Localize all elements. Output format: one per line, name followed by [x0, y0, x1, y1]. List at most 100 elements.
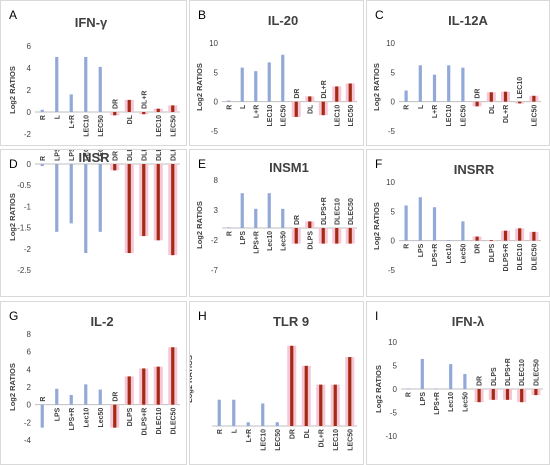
- bar-dlec50: [171, 347, 175, 405]
- chart-title: IFN-γ: [75, 15, 108, 30]
- y-tick-label: -5: [388, 266, 396, 275]
- bar-dr: [294, 228, 298, 244]
- panel-letter: E: [198, 157, 206, 171]
- bar-dlps-plusr: [142, 368, 146, 405]
- y-axis-label: Log2 RATIOS: [195, 201, 204, 249]
- chart-svg-i: I IFN-λ Log2 RATIOS 10 5 0 -5 -10 R LPS LPS+R Lec10…: [374, 309, 543, 441]
- chart-svg-b: B IL-20 Log2 RATIOS 10 5 0 -5 R L L+R LEC10 LEC50 DR…: [195, 8, 357, 136]
- y-tick-label: 6: [27, 42, 32, 51]
- bar-lps-plusr: [69, 164, 73, 224]
- bar-lec10: [261, 403, 265, 426]
- chart-title: IL-2: [90, 314, 113, 329]
- bar-dr: [475, 236, 479, 241]
- bar-dlec10: [156, 164, 160, 241]
- bar-dr: [113, 112, 117, 116]
- category-label: L: [54, 114, 61, 119]
- chart-title: IL-12A: [448, 13, 488, 28]
- chart-panel-h: H TLR 9 Log2 RATIOS R L L+R LEC10 LEC50 DR DL DL+R…: [189, 301, 364, 465]
- bar-lps-plusr: [434, 388, 439, 390]
- y-tick-label: 5: [214, 68, 219, 77]
- chart-svg-d: D INSR Log2 RATIOS 0 -0.5 -1 -1.5 -2 -2.5 R LPS LPS…: [8, 150, 180, 275]
- bar-dr: [113, 164, 117, 171]
- bar-lec10: [518, 101, 522, 104]
- y-tick-label: 0: [214, 98, 219, 107]
- bar-dr: [475, 101, 479, 107]
- category-label: R: [404, 244, 411, 249]
- bar-lps: [240, 193, 244, 228]
- bar-r: [40, 164, 44, 167]
- category-label: DLPS+R: [141, 150, 148, 161]
- bar-lec50: [532, 95, 536, 102]
- bar-lec50: [171, 105, 175, 112]
- category-label: L: [231, 428, 238, 433]
- y-tick-label: -1: [24, 202, 32, 211]
- y-tick-label: 10: [386, 178, 395, 187]
- bar-lps: [55, 388, 59, 405]
- bar-l-plusr: [69, 94, 73, 112]
- y-tick-label: -5: [390, 409, 398, 418]
- category-label: Lec10: [267, 231, 274, 251]
- panel-letter: B: [198, 8, 206, 22]
- category-label: LEC10: [83, 115, 90, 137]
- category-label: Lec10: [83, 408, 90, 428]
- category-label: DR: [294, 215, 301, 225]
- bar-dr: [294, 101, 298, 117]
- category-label: DR: [289, 429, 296, 439]
- chart-panel-b: B IL-20 Log2 RATIOS 10 5 0 -5 R L L+R LEC10 LEC50 DR…: [189, 0, 364, 146]
- category-label: LPS: [54, 150, 61, 161]
- category-label: DR: [112, 99, 119, 109]
- bar-lec10: [447, 240, 451, 241]
- bar-lec10: [84, 57, 88, 112]
- bar-r: [40, 404, 44, 428]
- category-label: R: [40, 115, 47, 120]
- category-label: L+R: [432, 105, 439, 118]
- category-label: DR: [112, 392, 119, 402]
- panel-letter: D: [9, 157, 18, 171]
- y-tick-label: -7: [211, 266, 219, 275]
- y-tick-label: 0: [27, 401, 32, 410]
- category-label: R: [40, 397, 47, 402]
- category-label: DLEC10: [517, 244, 524, 271]
- category-label: LEC50: [275, 429, 282, 451]
- category-label: L: [418, 104, 425, 109]
- category-label: DL+R: [503, 105, 510, 123]
- category-label: LPS: [418, 243, 425, 257]
- chart-panel-g: G IL-2 Log2 RATIOS 8 6 4 2 0 -2 -4 R LPS LPS+R Lec10 L…: [0, 301, 187, 465]
- bar-dlps: [127, 164, 131, 254]
- category-label: DLEC50: [348, 198, 355, 225]
- y-axis-label: Log2 RATIOS: [374, 365, 383, 413]
- bar-dl-plusr: [142, 112, 146, 115]
- bar-l: [418, 65, 422, 102]
- y-tick-label: -5: [388, 127, 396, 136]
- y-tick-label: 0: [27, 108, 32, 117]
- bar-lec10: [447, 65, 451, 102]
- bar-dlps: [127, 376, 131, 405]
- category-label: DL: [307, 104, 314, 114]
- bar-dl-plusr: [503, 91, 508, 102]
- y-tick-label: 5: [393, 362, 398, 371]
- bar-dlec50: [534, 389, 538, 396]
- category-label: DL+R: [141, 91, 148, 109]
- y-axis-label: Log2 RATIOS: [195, 63, 204, 111]
- y-tick-label: -10: [385, 432, 397, 441]
- category-label: LEC50: [531, 105, 538, 127]
- category-label: LEC50: [280, 105, 287, 127]
- bar-l-plusr: [246, 422, 250, 426]
- category-label: DLEC10: [156, 408, 163, 435]
- category-label: LPS+R: [69, 150, 76, 161]
- chart-title: IFN-λ: [452, 314, 485, 329]
- category-label: DLEC50: [170, 150, 177, 161]
- bar-l: [55, 57, 59, 112]
- bar-dl: [489, 92, 493, 102]
- bar-lec10: [84, 164, 88, 254]
- bar-lec10: [335, 86, 339, 102]
- category-label: DLPS+R: [503, 244, 510, 272]
- category-label: DR: [475, 89, 482, 99]
- category-label: R: [404, 105, 411, 110]
- category-label: LPS+R: [434, 392, 441, 415]
- y-tick-label: -0.5: [17, 181, 31, 190]
- category-label: DR: [112, 151, 119, 161]
- bar-dlec50: [348, 228, 352, 244]
- y-tick-label: -4: [24, 436, 32, 445]
- chart-panel-e: E INSM1 Log2 RATIOS 8 3 -2 -7 R LPS LPS+R Lec10 Lec…: [189, 149, 364, 297]
